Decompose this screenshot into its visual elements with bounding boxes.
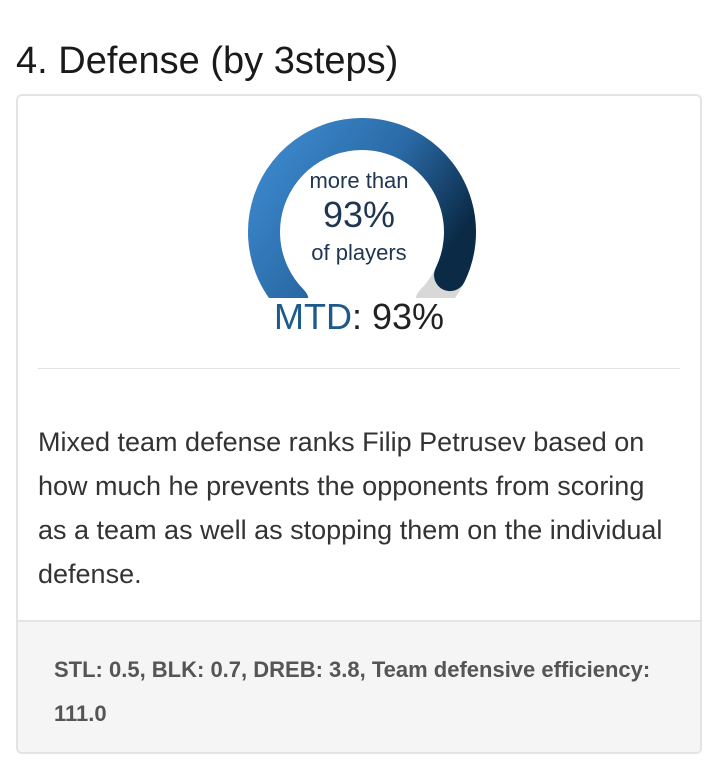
gauge-caption-top: more than <box>309 168 409 193</box>
divider <box>38 368 680 369</box>
metric-line: MTD: 93% <box>18 296 700 338</box>
gauge-fill <box>248 118 476 298</box>
defense-card: more than 93% of players MTD: 93% Mixed … <box>16 94 702 754</box>
metric-label: MTD <box>273 296 352 337</box>
gauge-percent: 93% <box>322 194 396 235</box>
percentile-gauge: more than 93% of players MTD: 93% <box>18 96 700 366</box>
metric-separator: : <box>351 296 372 337</box>
gauge-caption-bottom: of players <box>311 240 407 265</box>
description-text: Mixed team defense ranks Filip Petrusev … <box>38 427 663 589</box>
gauge-arc <box>248 118 476 298</box>
stats-text: STL: 0.5, BLK: 0.7, DREB: 3.8, Team defe… <box>54 657 651 726</box>
metric-value: 93% <box>371 296 445 337</box>
section-title: 4. Defense (by 3steps) <box>16 40 399 82</box>
stats-footer: STL: 0.5, BLK: 0.7, DREB: 3.8, Team defe… <box>18 620 700 752</box>
